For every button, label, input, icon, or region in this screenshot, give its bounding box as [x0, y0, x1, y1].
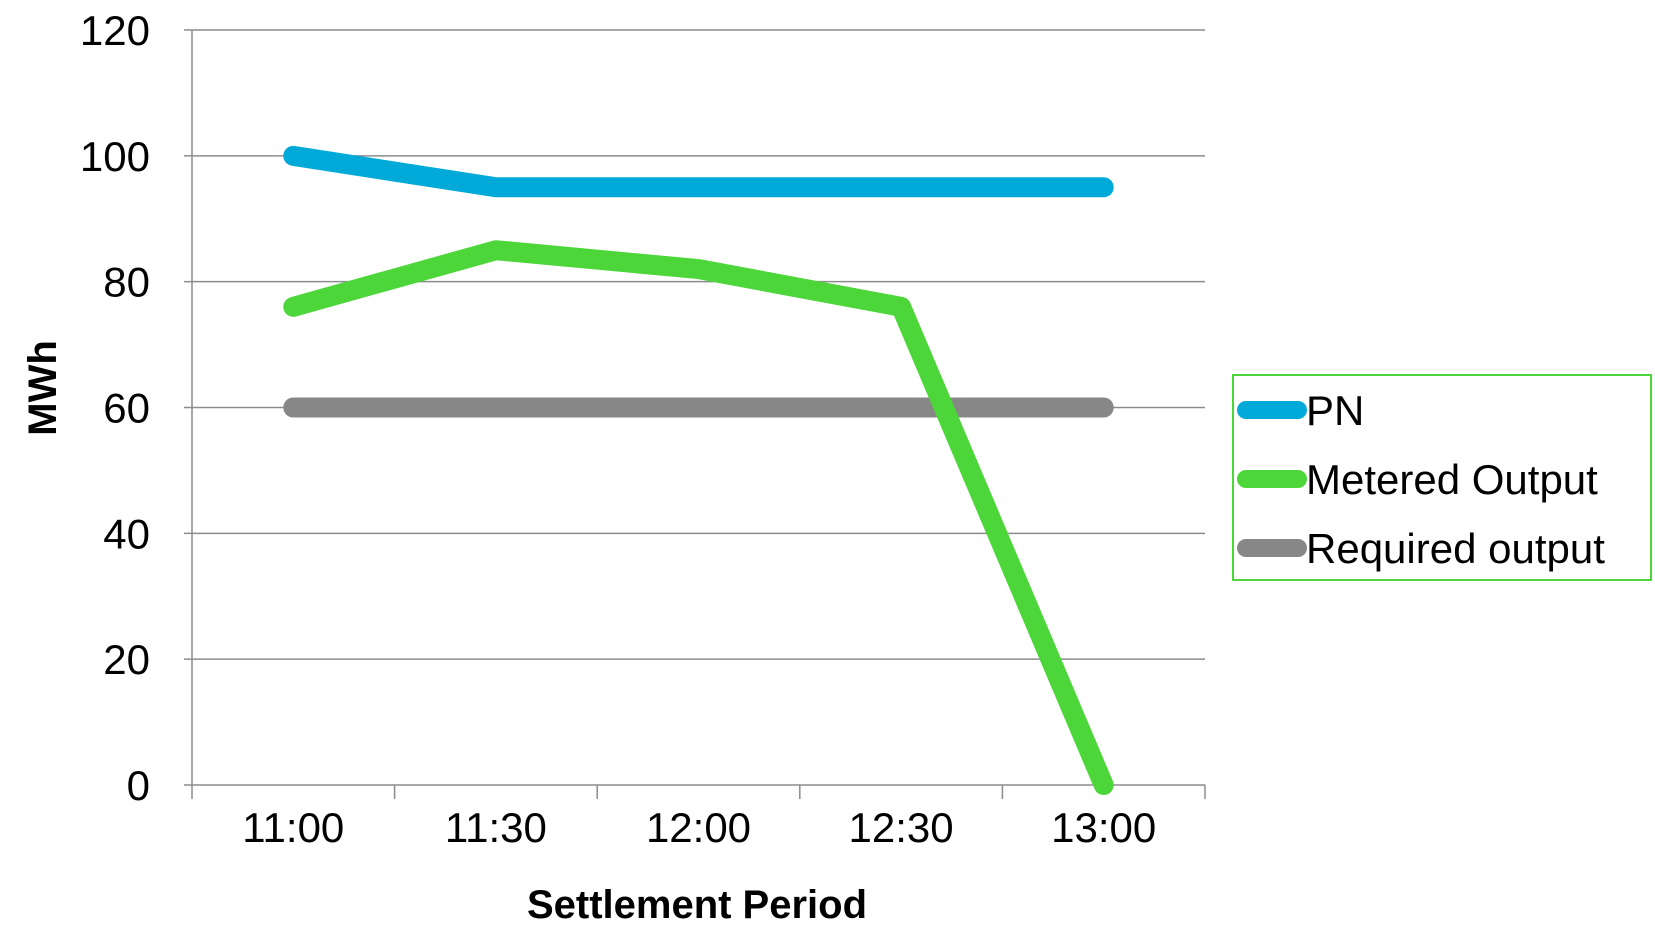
gridlines	[192, 29, 1205, 660]
y-tick-label: 60	[103, 385, 150, 432]
series-line-pn	[283, 145, 1114, 198]
y-tick-label: 20	[103, 636, 150, 683]
x-axis-title: Settlement Period	[527, 883, 867, 927]
series-line-metered-output	[283, 240, 1114, 795]
y-tick-labels: 0 20 40 60 80 100 120	[80, 7, 150, 809]
legend-label: PN	[1306, 387, 1364, 434]
axes	[184, 29, 1206, 799]
y-tick-label: 80	[103, 259, 150, 306]
x-tick-label: 11:00	[242, 804, 344, 851]
x-tick-label: 13:00	[1051, 804, 1156, 851]
x-tick-label: 11:30	[445, 804, 547, 851]
legend-label: Metered Output	[1306, 456, 1598, 503]
series-lines	[283, 145, 1114, 795]
y-tick-label: 100	[80, 133, 150, 180]
y-tick-label: 40	[103, 510, 150, 557]
x-tick-label: 12:00	[646, 804, 751, 851]
y-tick-label: 120	[80, 7, 150, 54]
y-tick-label: 0	[127, 762, 150, 809]
x-tick-labels: 11:00 11:30 12:00 12:30 13:00	[242, 804, 1156, 851]
x-tick-label: 12:30	[849, 804, 954, 851]
legend-label: Required output	[1306, 525, 1605, 572]
y-axis-title: MWh	[21, 340, 65, 436]
legend: PN Metered Output Required output	[1232, 374, 1652, 581]
